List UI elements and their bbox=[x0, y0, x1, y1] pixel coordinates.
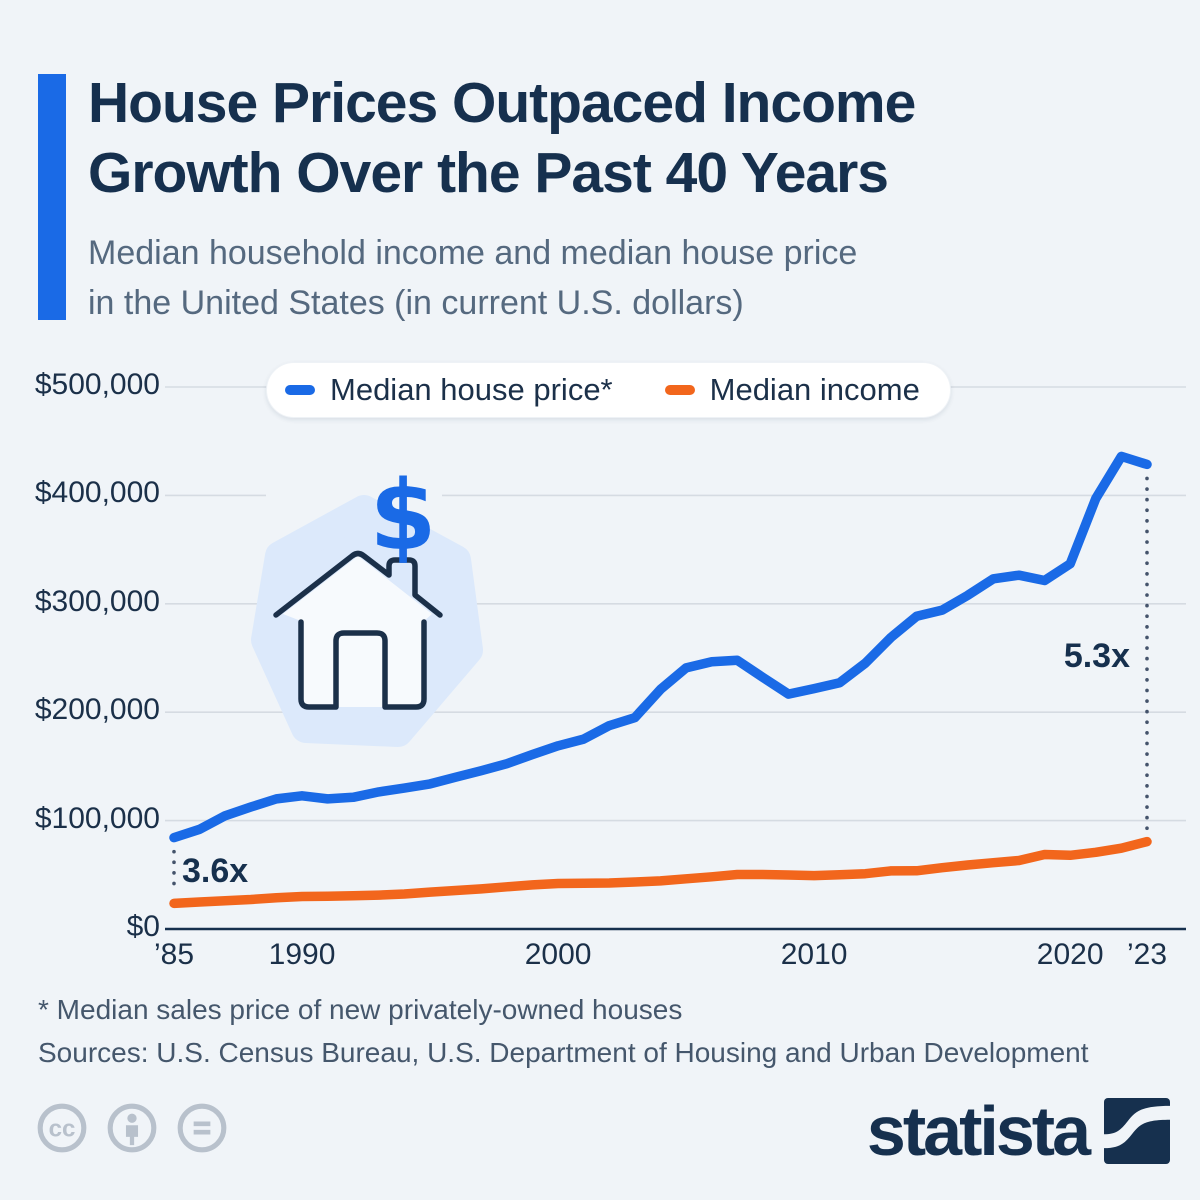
cc-icon: cc bbox=[37, 1103, 87, 1153]
y-tick-label: $100,000 bbox=[34, 801, 160, 835]
house-roof-chimney-icon bbox=[273, 550, 443, 618]
page-subtitle: Median household income and median house… bbox=[88, 228, 1148, 328]
accent-bar bbox=[38, 74, 66, 320]
dollar-icon: $ bbox=[370, 460, 437, 572]
legend: Median house price* Median income bbox=[266, 362, 951, 418]
x-tick-label: ’85 bbox=[153, 938, 195, 971]
data-lines-layer bbox=[169, 451, 1152, 909]
x-tick-label: 2020 bbox=[1036, 938, 1104, 971]
statista-logo-mark bbox=[1104, 1098, 1170, 1164]
x-tick-label: 2010 bbox=[780, 938, 848, 971]
ratio-annotation-1985: 3.6x bbox=[182, 852, 249, 890]
x-tick-label: 1990 bbox=[268, 938, 336, 971]
footnote: * Median sales price of new privately-ow… bbox=[38, 994, 683, 1025]
page-title: House Prices Outpaced Income Growth Over… bbox=[88, 68, 1168, 208]
y-tick-label: $200,000 bbox=[34, 693, 160, 727]
house-price-line bbox=[169, 451, 1152, 843]
y-tick-label: $300,000 bbox=[34, 584, 160, 618]
footer-notes: * Median sales price of new privately-ow… bbox=[38, 988, 1158, 1074]
sources: Sources: U.S. Census Bureau, U.S. Depart… bbox=[38, 1037, 1089, 1068]
house-illustration: $ bbox=[251, 460, 483, 747]
statista-wordmark: statista bbox=[866, 1092, 1091, 1170]
legend-item-house-price: Median house price* bbox=[285, 372, 613, 408]
y-tick-label: $400,000 bbox=[34, 476, 160, 510]
license-icons: cc bbox=[36, 1102, 228, 1154]
x-tick-label: 2000 bbox=[524, 938, 592, 971]
house-body-door-icon bbox=[298, 619, 427, 710]
cc-icon-label: cc bbox=[49, 1115, 76, 1142]
y-tick-label: $0 bbox=[126, 910, 160, 943]
ratio-dotted-lines-layer bbox=[172, 476, 1149, 896]
icon-halo bbox=[266, 463, 442, 527]
income-swatch bbox=[664, 385, 695, 395]
subtitle-line-2: in the United States (in current U.S. do… bbox=[88, 284, 744, 322]
income-line bbox=[169, 836, 1152, 909]
subtitle-line-1: Median household income and median house… bbox=[88, 234, 858, 272]
x-tick-label: ’23 bbox=[1126, 938, 1168, 971]
legend-label-income: Median income bbox=[709, 372, 920, 407]
cc-by-icon bbox=[107, 1103, 157, 1153]
cc-nd-icon bbox=[177, 1103, 227, 1153]
title-line-1: House Prices Outpaced Income bbox=[88, 71, 916, 135]
title-line-2: Growth Over the Past 40 Years bbox=[88, 141, 889, 205]
statista-logo: statista bbox=[867, 1096, 1170, 1166]
legend-item-income: Median income bbox=[664, 372, 920, 408]
y-tick-label: $500,000 bbox=[34, 368, 160, 401]
legend-label-house-price: Median house price* bbox=[330, 372, 613, 407]
house-price-swatch bbox=[285, 385, 315, 395]
ratio-annotation-2023: 5.3x bbox=[1063, 637, 1130, 675]
